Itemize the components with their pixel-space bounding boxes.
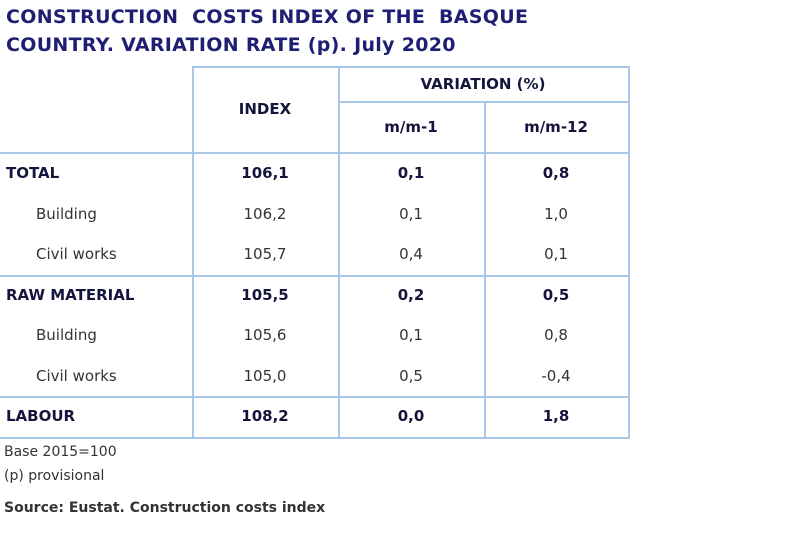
cell: 0,1 bbox=[397, 164, 425, 183]
cell: -0,4 bbox=[541, 366, 571, 385]
source: Source: Eustat. Construction costs index bbox=[4, 500, 326, 516]
rule bbox=[192, 66, 194, 439]
rule bbox=[192, 66, 629, 68]
rule bbox=[628, 66, 630, 439]
cell: 1,8 bbox=[542, 407, 570, 426]
cell: 106,2 bbox=[243, 204, 287, 223]
cell: Civil works bbox=[36, 245, 117, 264]
cell: m/m-12 bbox=[524, 118, 588, 136]
cell: 0,8 bbox=[542, 164, 570, 183]
cell: 105,6 bbox=[243, 326, 287, 345]
cell: VARIATION (%) bbox=[420, 75, 546, 93]
title-line: CONSTRUCTION COSTS INDEX OF THE BASQUE bbox=[6, 6, 529, 28]
cell: 0,1 bbox=[399, 204, 423, 223]
rule bbox=[0, 437, 629, 439]
cell: 105,0 bbox=[243, 366, 287, 385]
rule bbox=[0, 396, 629, 398]
cell: 0,1 bbox=[544, 245, 568, 264]
cell: INDEX bbox=[238, 100, 292, 118]
cell: 0,8 bbox=[544, 326, 568, 345]
rule bbox=[484, 101, 486, 439]
cell: TOTAL bbox=[6, 164, 60, 183]
cell: 0,5 bbox=[399, 366, 423, 385]
rule bbox=[0, 275, 629, 277]
rule bbox=[338, 101, 629, 103]
cell: 0,4 bbox=[399, 245, 423, 264]
cell: m/m-1 bbox=[384, 118, 438, 136]
title-line: COUNTRY. VARIATION RATE (p). July 2020 bbox=[6, 34, 456, 56]
cell: 106,1 bbox=[241, 164, 289, 183]
cell: 0,1 bbox=[399, 326, 423, 345]
cell: 0,2 bbox=[397, 285, 425, 304]
cell: 1,0 bbox=[544, 204, 568, 223]
cell: Civil works bbox=[36, 366, 117, 385]
cell: 105,5 bbox=[241, 285, 289, 304]
cell: 105,7 bbox=[243, 245, 287, 264]
cell: Building bbox=[36, 204, 97, 223]
note: Base 2015=100 bbox=[4, 444, 117, 460]
note: (p) provisional bbox=[4, 468, 105, 484]
cell: 0,5 bbox=[542, 285, 570, 304]
cell: Building bbox=[36, 326, 97, 345]
cell: RAW MATERIAL bbox=[6, 285, 135, 304]
cell: 0,0 bbox=[397, 407, 425, 426]
rule bbox=[0, 152, 629, 154]
cell: LABOUR bbox=[6, 407, 76, 426]
rule bbox=[338, 66, 340, 439]
cell: 108,2 bbox=[241, 407, 289, 426]
